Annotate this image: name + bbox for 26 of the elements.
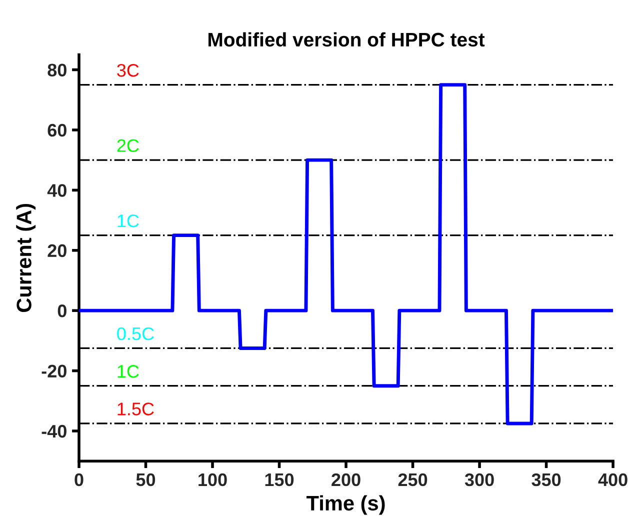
x-tick-label: 0 <box>74 473 84 486</box>
x-tick-label: 150 <box>265 473 294 486</box>
x-tick-label: 100 <box>198 473 227 486</box>
x-tick-label: 400 <box>598 473 628 486</box>
x-tick-label: 350 <box>532 473 561 486</box>
y-axis-title: Current (A) <box>16 204 36 312</box>
x-tick-label: 50 <box>136 473 156 486</box>
ref-line-label: 1C <box>118 214 139 228</box>
y-tick-label: 0 <box>58 304 66 318</box>
chart-title: Modified version of HPPC test <box>208 32 485 47</box>
x-axis-title: Time (s) <box>306 495 385 515</box>
x-tick-label: 300 <box>464 473 494 486</box>
x-tick-label: 250 <box>398 473 428 486</box>
ref-line-label: 3C <box>117 64 139 77</box>
y-tick-label: -20 <box>42 364 66 378</box>
y-tick-label: 80 <box>48 64 66 76</box>
y-tick-label: 40 <box>47 184 66 197</box>
line-series <box>79 83 614 426</box>
y-tick-label: 20 <box>48 244 66 258</box>
y-tick-label: -40 <box>42 424 66 438</box>
ref-line-label: 0.5C <box>117 327 154 340</box>
ref-line-label: 1C <box>118 364 139 378</box>
ref-line-label: 1.5C <box>118 402 154 416</box>
ref-line-label: 2C <box>117 139 139 152</box>
y-tick-label: 60 <box>48 124 66 137</box>
x-tick-label: 200 <box>332 473 360 486</box>
